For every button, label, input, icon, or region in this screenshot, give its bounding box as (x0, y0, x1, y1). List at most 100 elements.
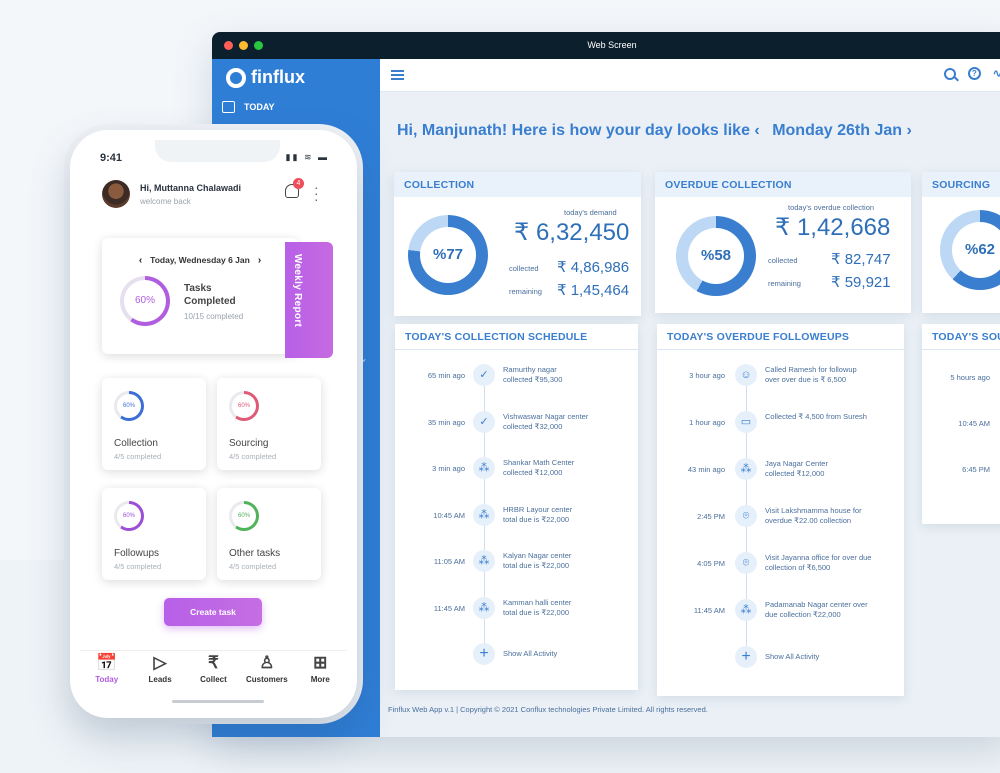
plus-icon: + (473, 643, 495, 665)
group-icon: ⁂ (473, 596, 495, 619)
task-tile-other-tasks[interactable]: 60% Other tasks 4/5 completed (217, 488, 321, 580)
phone-notch (155, 140, 280, 162)
maximize-window-button[interactable] (254, 41, 263, 50)
tile-sub: 4/5 completed (114, 562, 162, 571)
collected-label: collected (509, 264, 539, 273)
collected-label: collected (768, 256, 798, 265)
timeline-event[interactable]: 1 hour ago ▭ Collected ₹ 4,500 from Suresh (657, 411, 904, 451)
timeline-event[interactable]: 3 min ago ⁂ Shankar Math Center collected ₹… (395, 457, 638, 497)
tile-progress-ring: 60% (229, 501, 259, 531)
person-icon: ☺ (735, 364, 757, 386)
next-date-chevron-icon[interactable]: › (906, 122, 912, 139)
mobile-phone: 9:41 ▮▮ ≋ ▬ Hi, Muttanna Chalawadi welco… (70, 130, 357, 718)
greeting-header: Hi, Manjunath! Here is how your day look… (397, 122, 912, 140)
help-icon[interactable]: ? (967, 67, 981, 80)
timeline-event[interactable]: 10:45 AM ⁂ HRBR Layour center total due is … (395, 503, 638, 544)
tile-percent: 60% (117, 504, 141, 528)
tile-sub: 4/5 completed (229, 562, 277, 571)
create-task-button[interactable]: Create task (164, 598, 262, 626)
more-vertical-icon[interactable]: · · · (314, 179, 319, 207)
bell-icon[interactable] (285, 184, 299, 198)
timeline-event[interactable]: 11:45 AM ⁂ Padamanab Nagar center over due … (657, 599, 904, 639)
event-line1: Visit Lakshmamma house for (765, 506, 862, 515)
timeline-event[interactable]: 65 min ago ✓ Ramurthy nagar collected ₹95,3… (395, 364, 638, 404)
task-tile-sourcing[interactable]: 60% Sourcing 4/5 completed (217, 378, 321, 470)
weekly-report-tab[interactable]: Weekly Report (285, 242, 333, 358)
sidebar-item-today[interactable]: TODAY (222, 101, 275, 113)
timeline-event[interactable]: 3 hour ago ☺ Called Ramesh for followup ove… (657, 364, 904, 404)
event-description: Kamman halli center total due is ₹22,000 (503, 598, 571, 618)
timeline-event[interactable]: 6:45 PM (922, 458, 1000, 498)
demand-caption: today's demand (564, 208, 617, 217)
send-icon: ▷ (153, 653, 167, 672)
finflux-logo: finflux (226, 67, 305, 88)
nav-collect[interactable]: ₹ Collect (189, 651, 237, 698)
activity-icon[interactable]: ∿ (992, 68, 1000, 80)
tasks-sub: 10/15 completed (184, 312, 244, 321)
remaining-label: remaining (768, 279, 801, 288)
event-line2: collected ₹12,000 (765, 469, 825, 478)
remaining-amount: ₹ 59,921 (831, 274, 891, 291)
overdue-amount: ₹ 1,42,668 (775, 214, 891, 241)
task-tile-followups[interactable]: 60% Followups 4/5 completed (102, 488, 206, 580)
event-line2: collected ₹32,000 (503, 421, 563, 431)
user-icon: ♙ (259, 653, 275, 672)
notification-badge: 4 (293, 178, 304, 189)
event-time: 10:45 AM (433, 510, 465, 520)
event-line2: collected ₹12,000 (503, 468, 563, 477)
close-window-button[interactable] (224, 41, 233, 50)
search-icon[interactable] (943, 67, 956, 80)
sidebar-collapse-chevron-icon[interactable]: ⌄ (358, 351, 369, 365)
tasks-progress-ring: 60% (120, 276, 170, 326)
show-all-activity-link[interactable]: + Show All Activity (657, 646, 904, 686)
logo-ring-icon (226, 67, 246, 88)
donut-percent-label: %62 (952, 222, 1000, 278)
timeline-event[interactable]: 43 min ago ⁂ Jaya Nagar Center collected ₹1… (657, 458, 904, 498)
event-time: 35 min ago (427, 417, 465, 427)
user-greeting: Hi, Muttanna Chalawadi (140, 183, 242, 193)
hamburger-menu-icon[interactable] (391, 70, 404, 80)
event-line2: due collection ₹22,000 (765, 610, 841, 619)
collection-summary-card: COLLECTION %77 today's demand ₹ 6,32,450… (394, 172, 641, 316)
event-line1: Ramurthy nagar (503, 365, 557, 374)
timeline-event[interactable]: 11:05 AM ⁂ Kalyan Nagar center total due is… (395, 550, 638, 590)
check-icon: ✓ (473, 410, 495, 433)
tile-percent: 60% (232, 394, 256, 418)
donut-percent-label: %77 (420, 227, 476, 283)
task-tile-collection[interactable]: 60% Collection 4/5 completed (102, 378, 206, 470)
event-line1: Kalyan Nagar center (503, 551, 572, 560)
timeline-event[interactable]: 10:45 AM (922, 412, 1000, 452)
prev-day-chevron-icon[interactable]: ‹ (138, 255, 143, 266)
timeline-event[interactable]: 5 hours ago (922, 366, 1000, 406)
greeting-text: Hi, Manjunath! Here is how your day look… (397, 122, 750, 139)
event-description: HRBR Layour center total due is ₹22,000 (503, 505, 572, 525)
event-description: Collected ₹ 4,500 from Suresh (765, 412, 867, 422)
minimize-window-button[interactable] (239, 41, 248, 50)
next-day-chevron-icon[interactable]: › (257, 255, 262, 266)
timeline-event[interactable]: 2:45 PM ⌾ Visit Lakshmamma house for overdu… (657, 505, 904, 545)
group-icon: ⁂ (473, 550, 495, 572)
event-line1: Visit Jayanna office for over due (765, 553, 872, 562)
nav-label: Leads (148, 675, 172, 684)
timeline-event[interactable]: 4:05 PM ⌾ Visit Jayanna office for over du… (657, 552, 904, 592)
event-description: Called Ramesh for followup over over due … (765, 365, 857, 385)
timeline-event[interactable]: 35 min ago ✓ Vishwaswar Nagar center collec… (395, 410, 638, 451)
tile-name: Sourcing (229, 438, 269, 449)
event-time: 65 min ago (427, 371, 465, 380)
weekly-report-label: Weekly Report (292, 254, 303, 328)
nav-customers[interactable]: ♙ Customers (243, 651, 291, 698)
timeline-event[interactable]: 11:45 AM ⁂ Kamman halli center total due is… (395, 596, 638, 637)
show-all-activity-link[interactable]: + Show All Activity (395, 643, 638, 683)
nav-more[interactable]: ⊞ More (296, 651, 344, 698)
event-line2: over over due is ₹ 6,500 (765, 375, 847, 384)
card-title: OVERDUE COLLECTION (655, 172, 911, 197)
nav-leads[interactable]: ▷ Leads (136, 651, 184, 698)
prev-date-chevron-icon[interactable]: ‹ (754, 122, 765, 139)
event-time: 3 min ago (432, 464, 465, 473)
event-line1: Kamman halli center (503, 597, 572, 607)
sourcing-summary-card: SOURCING %62 (922, 172, 1000, 313)
avatar[interactable] (102, 180, 130, 208)
nav-label: Today (95, 675, 119, 684)
tasks-card[interactable]: ‹ Today, Wednesday 6 Jan › 60% Tasks Comple… (102, 238, 298, 354)
nav-today[interactable]: 📅 Today (83, 651, 131, 698)
